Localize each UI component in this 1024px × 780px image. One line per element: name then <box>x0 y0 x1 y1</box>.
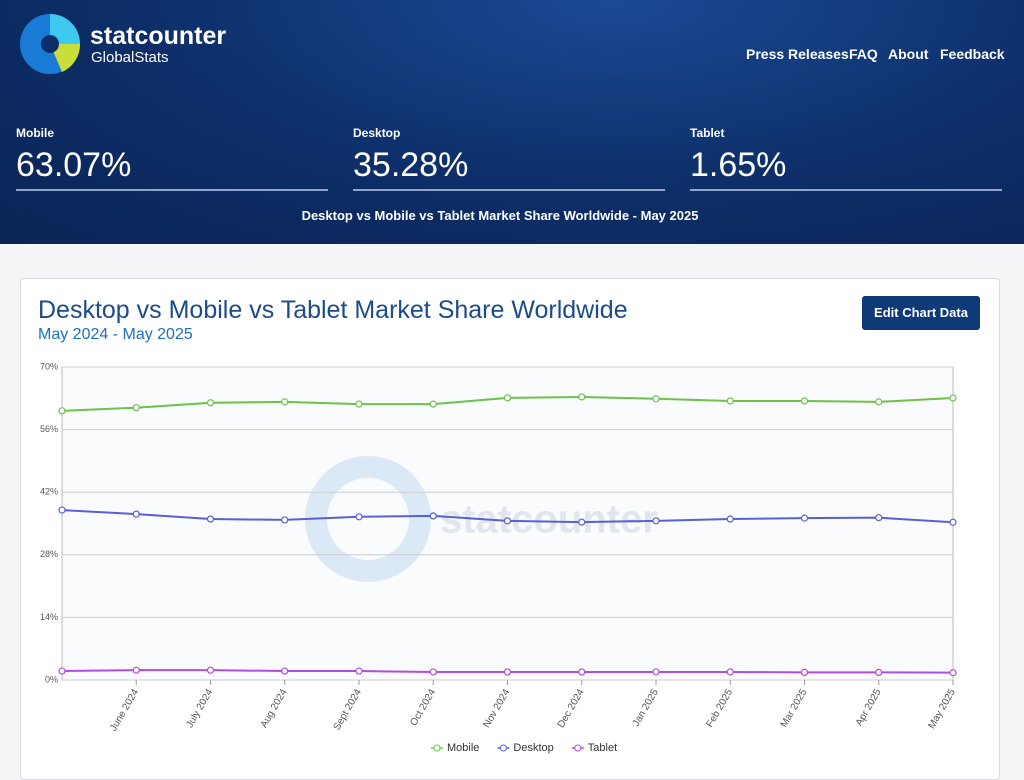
stat-value: 1.65% <box>690 146 1002 191</box>
header: statcounter GlobalStats Press Releases F… <box>0 0 1024 244</box>
stat-label: Desktop <box>353 126 401 140</box>
stat-value: 63.07% <box>16 146 328 191</box>
nav-link[interactable]: About <box>888 46 929 62</box>
chart-title: Desktop vs Mobile vs Tablet Market Share… <box>38 296 628 324</box>
caption: Desktop vs Mobile vs Tablet Market Share… <box>301 208 699 223</box>
chart-card <box>20 278 1000 780</box>
stat: Mobile 63.07% <box>16 126 328 191</box>
nav-link[interactable]: Press Releases <box>746 46 849 62</box>
stat-label: Mobile <box>16 126 54 140</box>
chart-subtitle: May 2024 - May 2025 <box>38 326 193 343</box>
stat-value: 35.28% <box>353 146 665 191</box>
logo-sub: GlobalStats <box>91 49 169 66</box>
logo-name[interactable]: statcounter <box>90 22 227 50</box>
nav-link[interactable]: FAQ <box>849 46 878 62</box>
stat-label: Tablet <box>690 126 725 140</box>
stat: Tablet 1.65% <box>690 126 1002 191</box>
edit-button[interactable]: Edit Chart Data <box>862 296 980 330</box>
nav-link[interactable]: Feedback <box>940 46 1005 62</box>
logo-icon <box>20 14 81 74</box>
stat: Desktop 35.28% <box>353 126 665 191</box>
